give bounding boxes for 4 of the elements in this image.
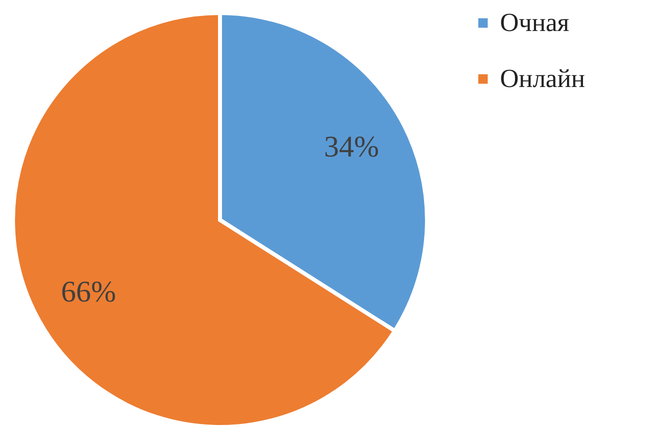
legend-label: Очная <box>500 8 570 37</box>
legend-label: Онлайн <box>500 64 586 93</box>
data-label: 34% <box>324 130 379 164</box>
data-label: 66% <box>61 275 116 308</box>
